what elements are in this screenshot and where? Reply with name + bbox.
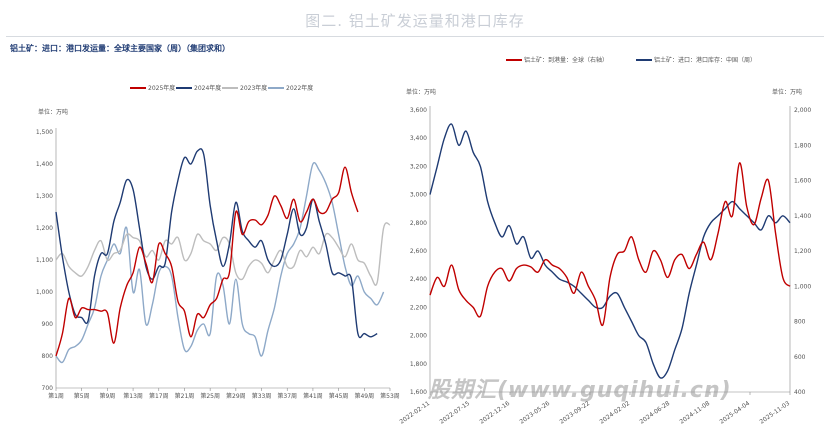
right-right-tick-label: 400 (794, 389, 806, 396)
right-right-tick-label: 1,800 (794, 142, 811, 149)
right-left-tick-label: 3,600 (410, 107, 427, 114)
right-right-unit-label: 单位：万吨 (772, 88, 802, 96)
right-right-tick-label: 1,600 (794, 178, 811, 185)
right-left-tick-label: 2,000 (410, 333, 427, 340)
left-x-tick-label: 第41周 (303, 392, 323, 400)
right-left-tick-label: 1,800 (410, 361, 427, 368)
left-y-unit-label: 单位：万吨 (38, 108, 68, 116)
right-legend-label: 铝土矿：进口：港口库存：中国（周） (654, 56, 756, 64)
right-right-tick-label: 600 (794, 354, 806, 361)
left-x-tick-label: 第1周 (48, 392, 64, 400)
title-divider (6, 36, 824, 37)
left-x-tick-label: 第45周 (329, 392, 349, 400)
left-y-tick-label: 1,200 (36, 225, 53, 232)
right-right-tick-label: 800 (794, 319, 806, 326)
watermark: 股期汇(www.guqihui.cn) (428, 378, 732, 403)
right-left-unit-label: 单位：万吨 (406, 88, 436, 96)
left-y-tick-label: 1,400 (36, 161, 53, 168)
right-left-tick-label: 1,600 (410, 389, 427, 396)
left-x-tick-label: 第13周 (123, 392, 143, 400)
right-right-tick-label: 1,200 (794, 248, 811, 255)
right-series-line (429, 123, 791, 379)
left-legend-label: 2024年度 (194, 84, 221, 92)
left-y-tick-label: 1,500 (36, 129, 53, 136)
left-x-tick-label: 第37周 (277, 392, 297, 400)
right-left-tick-label: 2,600 (410, 248, 427, 255)
left-y-tick-label: 1,100 (36, 257, 53, 264)
right-legend-label: 铝土矿：到港量：全球（右轴） (524, 56, 608, 64)
left-chart-title: 铝土矿：进口：港口发运量：全球主要国家（周）（集团求和） (10, 44, 230, 53)
right-x-tick-label: 2025-11-03 (759, 400, 792, 424)
right-left-tick-label: 2,800 (410, 220, 427, 227)
left-series-line (55, 162, 385, 364)
left-x-tick-label: 第53周 (380, 392, 400, 400)
right-right-tick-label: 1,000 (794, 283, 811, 290)
right-left-tick-label: 3,200 (410, 163, 427, 170)
left-x-tick-label: 第29周 (226, 392, 246, 400)
right-left-tick-label: 3,400 (410, 135, 427, 142)
right-left-tick-label: 2,400 (410, 276, 427, 283)
left-x-tick-label: 第33周 (252, 392, 272, 400)
left-y-tick-label: 1,300 (36, 193, 53, 200)
left-series-line (55, 148, 378, 339)
left-x-tick-label: 第25周 (200, 392, 220, 400)
right-left-tick-label: 3,000 (410, 192, 427, 199)
right-right-tick-label: 1,400 (794, 213, 811, 220)
page-title: 图二. 铝土矿发运量和港口库存 (305, 12, 525, 30)
left-y-tick-label: 800 (42, 353, 54, 360)
left-x-tick-label: 第5周 (74, 392, 90, 400)
left-x-tick-label: 第49周 (354, 392, 374, 400)
left-y-tick-label: 900 (42, 321, 54, 328)
left-y-tick-label: 700 (42, 385, 54, 392)
left-legend-label: 2025年度 (148, 84, 175, 92)
left-x-tick-label: 第21周 (175, 392, 195, 400)
left-series-line (55, 166, 359, 357)
left-x-tick-label: 第17周 (149, 392, 169, 400)
left-legend-label: 2022年度 (286, 84, 313, 92)
left-y-tick-label: 1,000 (36, 289, 53, 296)
right-series-line (429, 162, 791, 326)
left-x-tick-label: 第9周 (99, 392, 115, 400)
left-series-line (55, 222, 391, 286)
right-right-tick-label: 2,000 (794, 107, 811, 114)
left-legend-label: 2023年度 (240, 84, 267, 92)
right-x-tick-label: 2022-02-11 (399, 400, 432, 424)
right-left-tick-label: 2,200 (410, 304, 427, 311)
